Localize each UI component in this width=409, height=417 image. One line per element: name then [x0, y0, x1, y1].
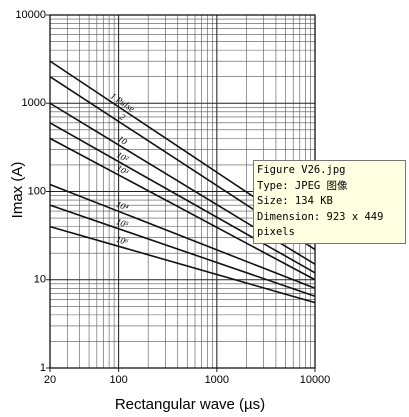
series-line: [49, 137, 316, 281]
series-line: [49, 204, 316, 298]
series-label: 10⁴: [115, 199, 130, 213]
series-label: 10⁵: [115, 216, 130, 229]
x-tick-label: 10000: [300, 374, 331, 386]
x-tick-label: 1000: [205, 374, 229, 386]
series-line: [49, 122, 316, 274]
x-tick-label: 100: [109, 374, 127, 386]
series-label: 10³: [115, 163, 130, 177]
series-label: 10⁶: [115, 234, 129, 247]
series-line: [49, 183, 316, 290]
y-axis-title: Imax (A): [9, 162, 26, 219]
y-tick-label: 100: [28, 185, 46, 197]
tooltip-line: Size: 134 KB: [257, 195, 333, 207]
y-tick-label: 10: [34, 274, 46, 286]
tooltip-line: Type: JPEG 图像: [257, 179, 348, 192]
tooltip: Figure V26.jpg Type: JPEG 图像 Size: 134 KB D…: [253, 160, 406, 244]
tooltip-line: Figure V26.jpg: [257, 164, 346, 176]
series-label: 2: [118, 111, 128, 122]
series-line: [49, 225, 316, 304]
tooltip-line: Dimension: 923 x 449: [257, 210, 384, 223]
y-tick-label: 1000: [22, 97, 46, 109]
tooltip-line: pixels: [257, 226, 295, 238]
x-axis-title: Rectangular wave (µs): [115, 396, 265, 413]
y-tick-label: 1: [40, 362, 46, 374]
x-tick-label: 20: [44, 374, 56, 386]
y-tick-label: 10000: [15, 9, 46, 21]
